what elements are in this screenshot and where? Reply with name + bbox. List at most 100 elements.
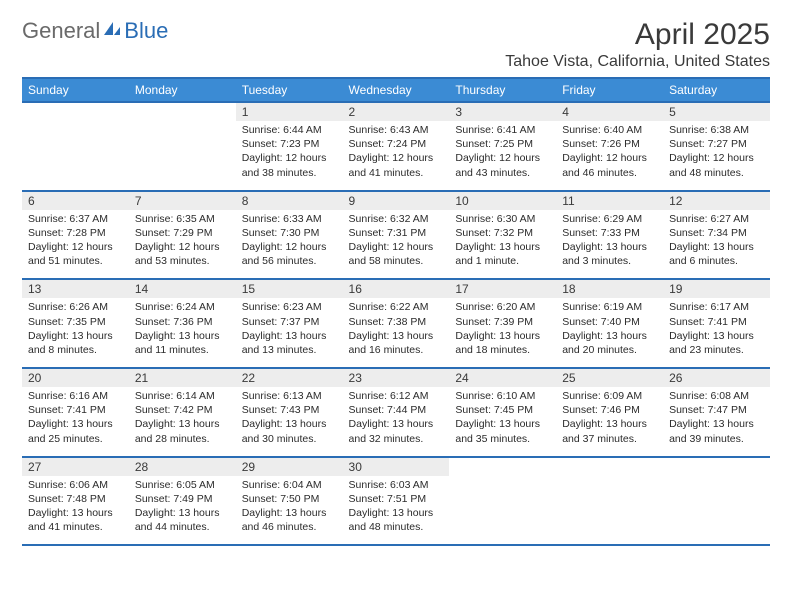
daylight-line: Daylight: 13 hours and 11 minutes. [135, 329, 230, 357]
sunset-line: Sunset: 7:32 PM [455, 226, 550, 240]
sunrise-line: Sunrise: 6:35 AM [135, 212, 230, 226]
dow-thursday: Thursday [449, 78, 556, 102]
sunrise-line: Sunrise: 6:12 AM [349, 389, 444, 403]
sunrise-line: Sunrise: 6:13 AM [242, 389, 337, 403]
sunset-line: Sunset: 7:27 PM [669, 137, 764, 151]
day-details: Sunrise: 6:38 AMSunset: 7:27 PMDaylight:… [663, 121, 770, 190]
daylight-line: Daylight: 13 hours and 41 minutes. [28, 506, 123, 534]
day-cell: 17Sunrise: 6:20 AMSunset: 7:39 PMDayligh… [449, 279, 556, 368]
daylight-line: Daylight: 13 hours and 8 minutes. [28, 329, 123, 357]
day-number: 22 [236, 369, 343, 387]
sunset-line: Sunset: 7:30 PM [242, 226, 337, 240]
sunset-line: Sunset: 7:47 PM [669, 403, 764, 417]
day-number: 19 [663, 280, 770, 298]
day-details: Sunrise: 6:30 AMSunset: 7:32 PMDaylight:… [449, 210, 556, 279]
calendar-page: General Blue April 2025 Tahoe Vista, Cal… [0, 0, 792, 546]
daylight-line: Daylight: 13 hours and 32 minutes. [349, 417, 444, 445]
sunrise-line: Sunrise: 6:44 AM [242, 123, 337, 137]
sunrise-line: Sunrise: 6:30 AM [455, 212, 550, 226]
sunrise-line: Sunrise: 6:20 AM [455, 300, 550, 314]
day-cell: 27Sunrise: 6:06 AMSunset: 7:48 PMDayligh… [22, 457, 129, 546]
sunrise-line: Sunrise: 6:26 AM [28, 300, 123, 314]
sunset-line: Sunset: 7:43 PM [242, 403, 337, 417]
day-cell: 14Sunrise: 6:24 AMSunset: 7:36 PMDayligh… [129, 279, 236, 368]
sunrise-line: Sunrise: 6:38 AM [669, 123, 764, 137]
day-cell [449, 457, 556, 546]
logo-text-2: Blue [124, 18, 168, 44]
day-cell: 18Sunrise: 6:19 AMSunset: 7:40 PMDayligh… [556, 279, 663, 368]
sunset-line: Sunset: 7:39 PM [455, 315, 550, 329]
dow-monday: Monday [129, 78, 236, 102]
day-cell: 20Sunrise: 6:16 AMSunset: 7:41 PMDayligh… [22, 368, 129, 457]
sunset-line: Sunset: 7:46 PM [562, 403, 657, 417]
sunset-line: Sunset: 7:35 PM [28, 315, 123, 329]
daylight-line: Daylight: 13 hours and 13 minutes. [242, 329, 337, 357]
sunset-line: Sunset: 7:44 PM [349, 403, 444, 417]
daylight-line: Daylight: 13 hours and 3 minutes. [562, 240, 657, 268]
sunrise-line: Sunrise: 6:32 AM [349, 212, 444, 226]
day-details: Sunrise: 6:37 AMSunset: 7:28 PMDaylight:… [22, 210, 129, 279]
sunrise-line: Sunrise: 6:19 AM [562, 300, 657, 314]
day-cell [129, 102, 236, 191]
day-number: 23 [343, 369, 450, 387]
day-details: Sunrise: 6:20 AMSunset: 7:39 PMDaylight:… [449, 298, 556, 367]
sunrise-line: Sunrise: 6:37 AM [28, 212, 123, 226]
day-number: 24 [449, 369, 556, 387]
day-number: 1 [236, 103, 343, 121]
day-details: Sunrise: 6:23 AMSunset: 7:37 PMDaylight:… [236, 298, 343, 367]
day-cell: 13Sunrise: 6:26 AMSunset: 7:35 PMDayligh… [22, 279, 129, 368]
sunset-line: Sunset: 7:29 PM [135, 226, 230, 240]
day-details: Sunrise: 6:05 AMSunset: 7:49 PMDaylight:… [129, 476, 236, 545]
sunset-line: Sunset: 7:31 PM [349, 226, 444, 240]
day-details: Sunrise: 6:10 AMSunset: 7:45 PMDaylight:… [449, 387, 556, 456]
day-number: 20 [22, 369, 129, 387]
day-cell: 10Sunrise: 6:30 AMSunset: 7:32 PMDayligh… [449, 191, 556, 280]
day-details: Sunrise: 6:26 AMSunset: 7:35 PMDaylight:… [22, 298, 129, 367]
day-details: Sunrise: 6:04 AMSunset: 7:50 PMDaylight:… [236, 476, 343, 545]
day-details: Sunrise: 6:35 AMSunset: 7:29 PMDaylight:… [129, 210, 236, 279]
sunset-line: Sunset: 7:38 PM [349, 315, 444, 329]
day-cell [663, 457, 770, 546]
sunset-line: Sunset: 7:40 PM [562, 315, 657, 329]
day-details: Sunrise: 6:09 AMSunset: 7:46 PMDaylight:… [556, 387, 663, 456]
day-cell: 28Sunrise: 6:05 AMSunset: 7:49 PMDayligh… [129, 457, 236, 546]
day-details: Sunrise: 6:24 AMSunset: 7:36 PMDaylight:… [129, 298, 236, 367]
day-cell: 26Sunrise: 6:08 AMSunset: 7:47 PMDayligh… [663, 368, 770, 457]
day-details: Sunrise: 6:16 AMSunset: 7:41 PMDaylight:… [22, 387, 129, 456]
sunrise-line: Sunrise: 6:17 AM [669, 300, 764, 314]
day-details: Sunrise: 6:03 AMSunset: 7:51 PMDaylight:… [343, 476, 450, 545]
day-number: 6 [22, 192, 129, 210]
day-cell: 7Sunrise: 6:35 AMSunset: 7:29 PMDaylight… [129, 191, 236, 280]
logo: General Blue [22, 18, 168, 44]
daylight-line: Daylight: 12 hours and 58 minutes. [349, 240, 444, 268]
day-cell: 11Sunrise: 6:29 AMSunset: 7:33 PMDayligh… [556, 191, 663, 280]
day-cell: 8Sunrise: 6:33 AMSunset: 7:30 PMDaylight… [236, 191, 343, 280]
sunrise-line: Sunrise: 6:04 AM [242, 478, 337, 492]
day-details: Sunrise: 6:14 AMSunset: 7:42 PMDaylight:… [129, 387, 236, 456]
day-number: 29 [236, 458, 343, 476]
table-row: 27Sunrise: 6:06 AMSunset: 7:48 PMDayligh… [22, 457, 770, 546]
month-title: April 2025 [505, 18, 770, 51]
sunrise-line: Sunrise: 6:24 AM [135, 300, 230, 314]
sunset-line: Sunset: 7:48 PM [28, 492, 123, 506]
day-details: Sunrise: 6:33 AMSunset: 7:30 PMDaylight:… [236, 210, 343, 279]
daylight-line: Daylight: 12 hours and 53 minutes. [135, 240, 230, 268]
sunset-line: Sunset: 7:36 PM [135, 315, 230, 329]
day-number: 16 [343, 280, 450, 298]
sunset-line: Sunset: 7:26 PM [562, 137, 657, 151]
sunrise-line: Sunrise: 6:14 AM [135, 389, 230, 403]
dow-friday: Friday [556, 78, 663, 102]
day-details: Sunrise: 6:32 AMSunset: 7:31 PMDaylight:… [343, 210, 450, 279]
day-cell: 3Sunrise: 6:41 AMSunset: 7:25 PMDaylight… [449, 102, 556, 191]
day-number: 18 [556, 280, 663, 298]
dow-row: Sunday Monday Tuesday Wednesday Thursday… [22, 78, 770, 102]
day-details: Sunrise: 6:22 AMSunset: 7:38 PMDaylight:… [343, 298, 450, 367]
daylight-line: Daylight: 12 hours and 56 minutes. [242, 240, 337, 268]
day-details: Sunrise: 6:06 AMSunset: 7:48 PMDaylight:… [22, 476, 129, 545]
sunrise-line: Sunrise: 6:06 AM [28, 478, 123, 492]
day-number: 8 [236, 192, 343, 210]
day-cell: 15Sunrise: 6:23 AMSunset: 7:37 PMDayligh… [236, 279, 343, 368]
sunset-line: Sunset: 7:28 PM [28, 226, 123, 240]
sunrise-line: Sunrise: 6:03 AM [349, 478, 444, 492]
sail-icon [102, 18, 122, 44]
